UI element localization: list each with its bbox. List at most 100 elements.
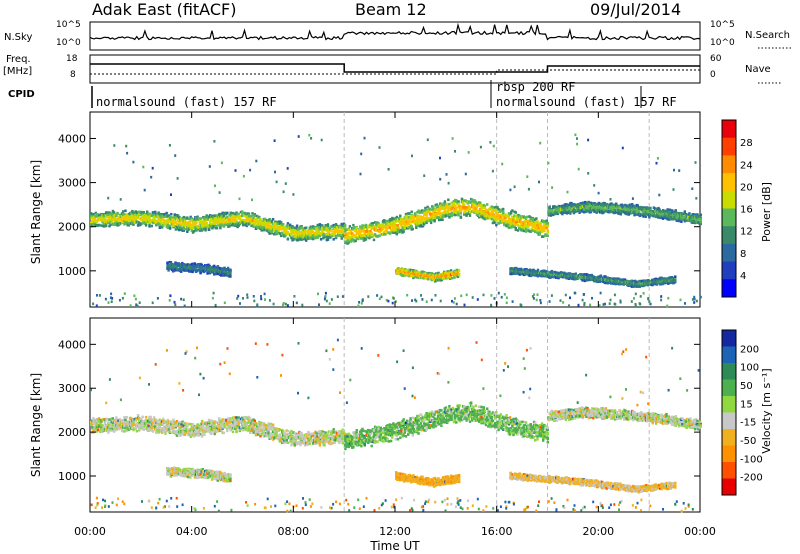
range-cell [486, 203, 489, 206]
range-cell [322, 233, 325, 236]
range-cell [260, 222, 263, 226]
range-cell [413, 213, 417, 216]
cpid-label: CPID [8, 89, 35, 100]
range-cell [178, 228, 181, 232]
range-cell [172, 222, 175, 225]
range-cell [222, 214, 226, 218]
range-cell [319, 232, 323, 236]
range-cell [316, 236, 319, 239]
nsky-tick-top: 10^5 [56, 20, 81, 30]
range-cell [182, 227, 185, 230]
range-cell [542, 235, 545, 238]
range-cell [192, 222, 196, 226]
range-cell [227, 223, 230, 226]
range-cell [457, 273, 461, 277]
range-cell [589, 204, 593, 207]
range-cell [241, 210, 244, 213]
range-cell [398, 271, 401, 275]
range-cell [252, 216, 255, 220]
date-title: 09/Jul/2014 [590, 0, 682, 19]
range-cell [490, 210, 493, 213]
range-cell [114, 216, 117, 219]
range-cell [427, 277, 430, 281]
range-cell [116, 211, 119, 215]
range-cell [348, 236, 352, 240]
range-cell [483, 214, 487, 217]
range-cell [335, 224, 339, 228]
range-cell [421, 210, 425, 214]
range-cell [462, 207, 465, 211]
range-cell [495, 207, 498, 211]
range-cell [332, 223, 335, 227]
range-cell [699, 217, 702, 221]
range-cell [268, 218, 271, 221]
range-cell [405, 220, 409, 223]
range-cell [135, 211, 139, 214]
range-cell [107, 215, 110, 219]
range-cell [326, 235, 330, 238]
range-cell [457, 213, 460, 217]
range-cell [593, 210, 596, 213]
range-cell [370, 226, 373, 229]
range-cell [202, 225, 205, 228]
range-cell [214, 224, 218, 228]
range-cell [538, 231, 541, 234]
range-cell [497, 222, 500, 225]
range-cell [103, 217, 107, 220]
range-cell [481, 214, 484, 217]
range-cell [429, 221, 433, 225]
range-cell [438, 218, 441, 222]
range-cell [211, 222, 214, 226]
range-cell [442, 211, 445, 214]
range-cell [323, 235, 326, 239]
range-cell [515, 220, 519, 224]
range-cell [414, 275, 417, 279]
range-cell [543, 226, 546, 230]
range-cell [182, 225, 185, 229]
range-cell [111, 213, 115, 216]
range-cell [357, 233, 361, 236]
range-cell [168, 218, 172, 222]
range-cell [207, 267, 210, 271]
range-cell [418, 219, 421, 222]
range-cell [175, 265, 178, 268]
range-cell [176, 217, 180, 221]
range-cell [691, 217, 694, 220]
range-cell [368, 236, 371, 240]
range-cell [447, 274, 450, 277]
range-cell [671, 210, 674, 214]
range-cell [133, 221, 136, 224]
freq-label-top: Freq. [6, 54, 31, 65]
range-cell [457, 269, 461, 272]
range-cell [92, 212, 95, 216]
range-cell [459, 215, 463, 219]
range-cell [415, 219, 418, 222]
range-cell [414, 271, 417, 275]
range-cell [181, 223, 184, 226]
range-cell [527, 228, 530, 232]
range-cell [649, 209, 652, 212]
range-cell [254, 223, 258, 227]
range-cell [119, 221, 123, 225]
range-cell [146, 210, 149, 214]
range-cell [200, 222, 204, 225]
range-cell [123, 213, 126, 216]
range-cell [416, 210, 419, 214]
range-cell [260, 229, 263, 232]
range-cell [699, 222, 702, 226]
range-cell [300, 237, 303, 241]
range-cell [270, 230, 274, 233]
range-cell [270, 220, 274, 224]
range-cell [547, 208, 550, 212]
range-cell [262, 226, 266, 230]
range-cell [543, 220, 546, 223]
range-cell [170, 212, 173, 216]
range-cell [148, 223, 151, 227]
range-cell [229, 214, 232, 217]
range-cell [536, 268, 540, 272]
range-cell [436, 212, 440, 216]
range-cell [502, 218, 505, 222]
range-cell [151, 218, 155, 222]
range-cell [184, 216, 188, 220]
range-cell [405, 227, 409, 230]
